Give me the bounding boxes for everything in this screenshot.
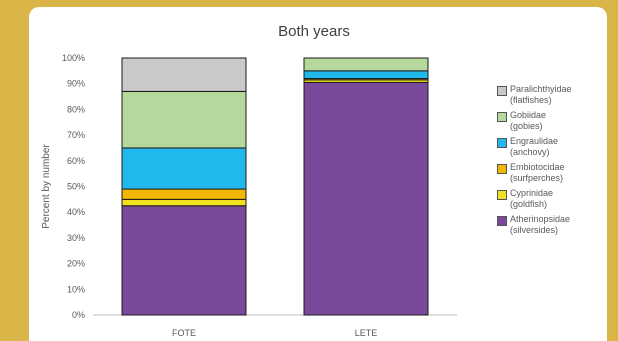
bar-segment [121, 57, 247, 92]
legend-item: Paralichthyidae (flatfishes) [497, 84, 607, 106]
legend-label: Embiotocidae (surfperches) [510, 162, 565, 183]
y-axis: 0% 10% 20% 30% 40% 50% 60% 70% 80% 90% 100% [62, 53, 457, 320]
y-axis-label: Percent by number [41, 144, 52, 229]
bar-segment [303, 70, 429, 80]
legend: Paralichthyidae (flatfishes) Gobiidae (go… [497, 84, 607, 240]
y-tick-label: 50% [67, 182, 85, 192]
stacked-bar-chart: Both years Percent by number 0% 10% 20% 30%… [41, 23, 457, 338]
legend-item: Atherinopsidae (silversides) [497, 214, 607, 236]
y-tick-label: 100% [62, 53, 85, 63]
legend-item: Engraulidae (anchovy) [497, 136, 607, 158]
bars [121, 57, 429, 316]
legend-swatch [497, 86, 507, 96]
chart-title: Both years [278, 23, 350, 40]
legend-label: Engraulidae (anchovy) [510, 136, 559, 157]
y-tick-label: 40% [67, 207, 85, 217]
bar-segment [303, 57, 429, 72]
x-axis: FOTE LETE [172, 328, 377, 338]
legend-swatch [497, 216, 507, 226]
x-tick-label: FOTE [172, 328, 196, 338]
bar-segment [121, 147, 247, 190]
chart-card: Both years Percent by number 0% 10% 20% 30%… [29, 7, 607, 341]
legend-item: Cyprinidae (goldfish) [497, 188, 607, 210]
legend-label: Atherinopsidae (silversides) [510, 214, 571, 235]
y-tick-label: 70% [67, 130, 85, 140]
y-tick-label: 10% [67, 284, 85, 294]
legend-label: Cyprinidae (goldfish) [510, 188, 554, 209]
y-tick-label: 90% [67, 79, 85, 89]
x-tick-label: LETE [355, 328, 378, 338]
y-tick-label: 60% [67, 156, 85, 166]
legend-item: Embiotocidae (surfperches) [497, 162, 607, 184]
legend-swatch [497, 190, 507, 200]
y-tick-label: 30% [67, 233, 85, 243]
bar-segment [121, 198, 247, 207]
bar-segment [303, 81, 429, 316]
y-tick-label: 20% [67, 259, 85, 269]
legend-swatch [497, 138, 507, 148]
legend-label: Paralichthyidae (flatfishes) [510, 84, 572, 105]
legend-label: Gobiidae (gobies) [510, 110, 547, 131]
bar-segment [121, 188, 247, 200]
bar-segment [121, 90, 247, 149]
bar-segment [121, 205, 247, 316]
legend-swatch [497, 112, 507, 122]
legend-item: Gobiidae (gobies) [497, 110, 607, 132]
y-tick-label: 80% [67, 104, 85, 114]
legend-swatch [497, 164, 507, 174]
y-tick-label: 0% [72, 310, 85, 320]
